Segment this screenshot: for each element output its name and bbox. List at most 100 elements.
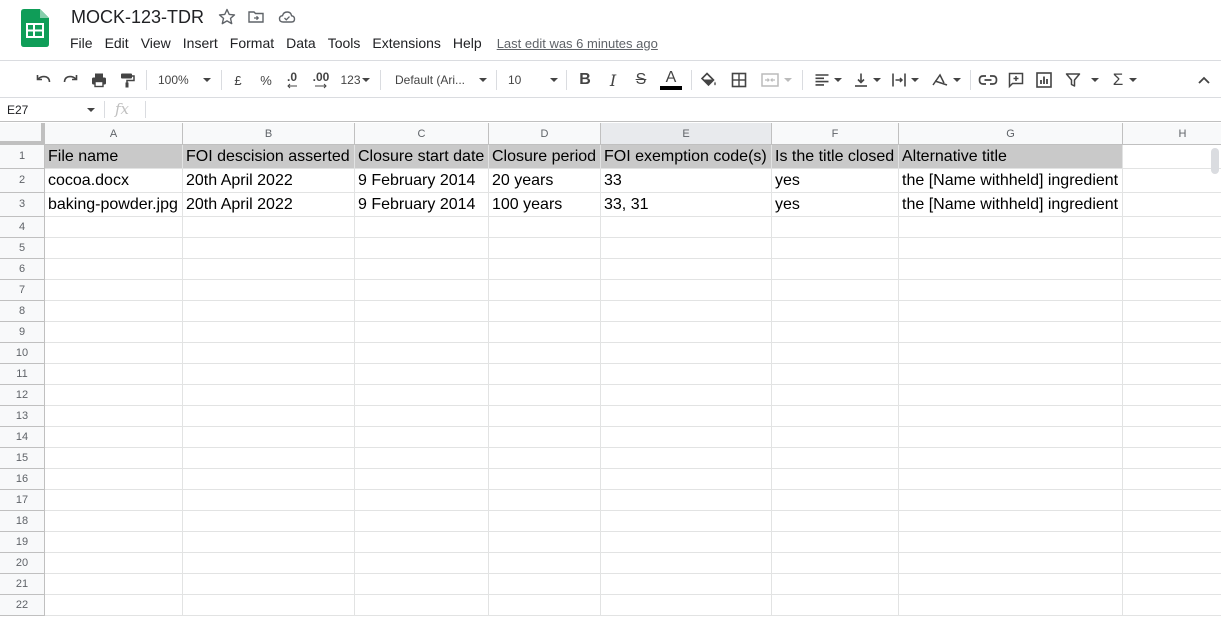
cell-b10[interactable] [183,343,355,364]
cell-a2[interactable]: cocoa.docx [45,169,183,193]
cell-f21[interactable] [772,574,899,595]
cell-d4[interactable] [489,217,601,238]
cell-d8[interactable] [489,301,601,322]
cell-c5[interactable] [355,238,489,259]
insert-comment-icon[interactable] [1005,69,1027,91]
cell-h10[interactable] [1123,343,1221,364]
cell-a14[interactable] [45,427,183,448]
cell-d7[interactable] [489,280,601,301]
cell-c14[interactable] [355,427,489,448]
row-header-10[interactable]: 10 [0,343,45,364]
cell-g4[interactable] [899,217,1123,238]
cell-e5[interactable] [601,238,772,259]
cell-h15[interactable] [1123,448,1221,469]
redo-icon[interactable] [60,69,82,91]
column-header-e[interactable]: E [601,123,772,145]
cell-b4[interactable] [183,217,355,238]
cell-b7[interactable] [183,280,355,301]
menu-tools[interactable]: Tools [327,35,361,51]
row-header-2[interactable]: 2 [0,169,45,193]
cell-d9[interactable] [489,322,601,343]
menu-data[interactable]: Data [286,35,316,51]
cell-a7[interactable] [45,280,183,301]
name-box[interactable]: E27 [7,103,29,117]
cell-c15[interactable] [355,448,489,469]
row-header-17[interactable]: 17 [0,490,45,511]
cell-c9[interactable] [355,322,489,343]
cell-d13[interactable] [489,406,601,427]
cell-d12[interactable] [489,385,601,406]
cell-f3[interactable]: yes [772,193,899,217]
cell-a6[interactable] [45,259,183,280]
cell-a19[interactable] [45,532,183,553]
cell-g20[interactable] [899,553,1123,574]
cell-d15[interactable] [489,448,601,469]
cell-g19[interactable] [899,532,1123,553]
cell-d10[interactable] [489,343,601,364]
cell-g21[interactable] [899,574,1123,595]
row-header-8[interactable]: 8 [0,301,45,322]
cell-e8[interactable] [601,301,772,322]
cell-g9[interactable] [899,322,1123,343]
text-color-button[interactable]: A [659,69,683,91]
column-header-c[interactable]: C [355,123,489,145]
cell-f18[interactable] [772,511,899,532]
cell-b22[interactable] [183,595,355,616]
cell-b8[interactable] [183,301,355,322]
cell-e13[interactable] [601,406,772,427]
row-header-12[interactable]: 12 [0,385,45,406]
merge-cells-icon[interactable] [758,69,794,91]
cell-f13[interactable] [772,406,899,427]
cell-f17[interactable] [772,490,899,511]
cell-c19[interactable] [355,532,489,553]
cell-e15[interactable] [601,448,772,469]
paint-format-icon[interactable] [116,69,138,91]
select-all-corner[interactable] [0,123,45,145]
cell-a10[interactable] [45,343,183,364]
cell-e21[interactable] [601,574,772,595]
cell-g18[interactable] [899,511,1123,532]
cell-c12[interactable] [355,385,489,406]
text-rotation-icon[interactable] [929,69,963,91]
row-header-19[interactable]: 19 [0,532,45,553]
cell-f2[interactable]: yes [772,169,899,193]
cell-e22[interactable] [601,595,772,616]
column-header-h[interactable]: H [1123,123,1221,145]
cell-f9[interactable] [772,322,899,343]
strikethrough-button[interactable]: S [635,71,647,88]
cell-e14[interactable] [601,427,772,448]
cell-d3[interactable]: 100 years [489,193,601,217]
column-header-d[interactable]: D [489,123,601,145]
cell-e7[interactable] [601,280,772,301]
cell-h7[interactable] [1123,280,1221,301]
zoom-select[interactable]: 100% [158,69,214,91]
cell-d16[interactable] [489,469,601,490]
cell-f16[interactable] [772,469,899,490]
menu-help[interactable]: Help [452,35,482,51]
functions-button[interactable]: Σ [1109,69,1141,91]
last-edit-link[interactable]: Last edit was 6 minutes ago [496,35,658,51]
vertical-align-icon[interactable] [851,69,883,91]
cell-f19[interactable] [772,532,899,553]
cell-g16[interactable] [899,469,1123,490]
menu-view[interactable]: View [140,35,171,51]
cell-b12[interactable] [183,385,355,406]
cell-e9[interactable] [601,322,772,343]
cell-e10[interactable] [601,343,772,364]
fill-color-icon[interactable] [698,69,720,91]
cell-f7[interactable] [772,280,899,301]
cell-e16[interactable] [601,469,772,490]
cell-h21[interactable] [1123,574,1221,595]
cell-a1[interactable]: File name [45,145,183,169]
cell-h11[interactable] [1123,364,1221,385]
cell-c21[interactable] [355,574,489,595]
cell-a5[interactable] [45,238,183,259]
cell-e3[interactable]: 33, 31 [601,193,772,217]
cell-h4[interactable] [1123,217,1221,238]
percent-button[interactable]: % [260,72,272,88]
cell-g7[interactable] [899,280,1123,301]
cell-b17[interactable] [183,490,355,511]
cell-b16[interactable] [183,469,355,490]
cell-h22[interactable] [1123,595,1221,616]
row-header-20[interactable]: 20 [0,553,45,574]
